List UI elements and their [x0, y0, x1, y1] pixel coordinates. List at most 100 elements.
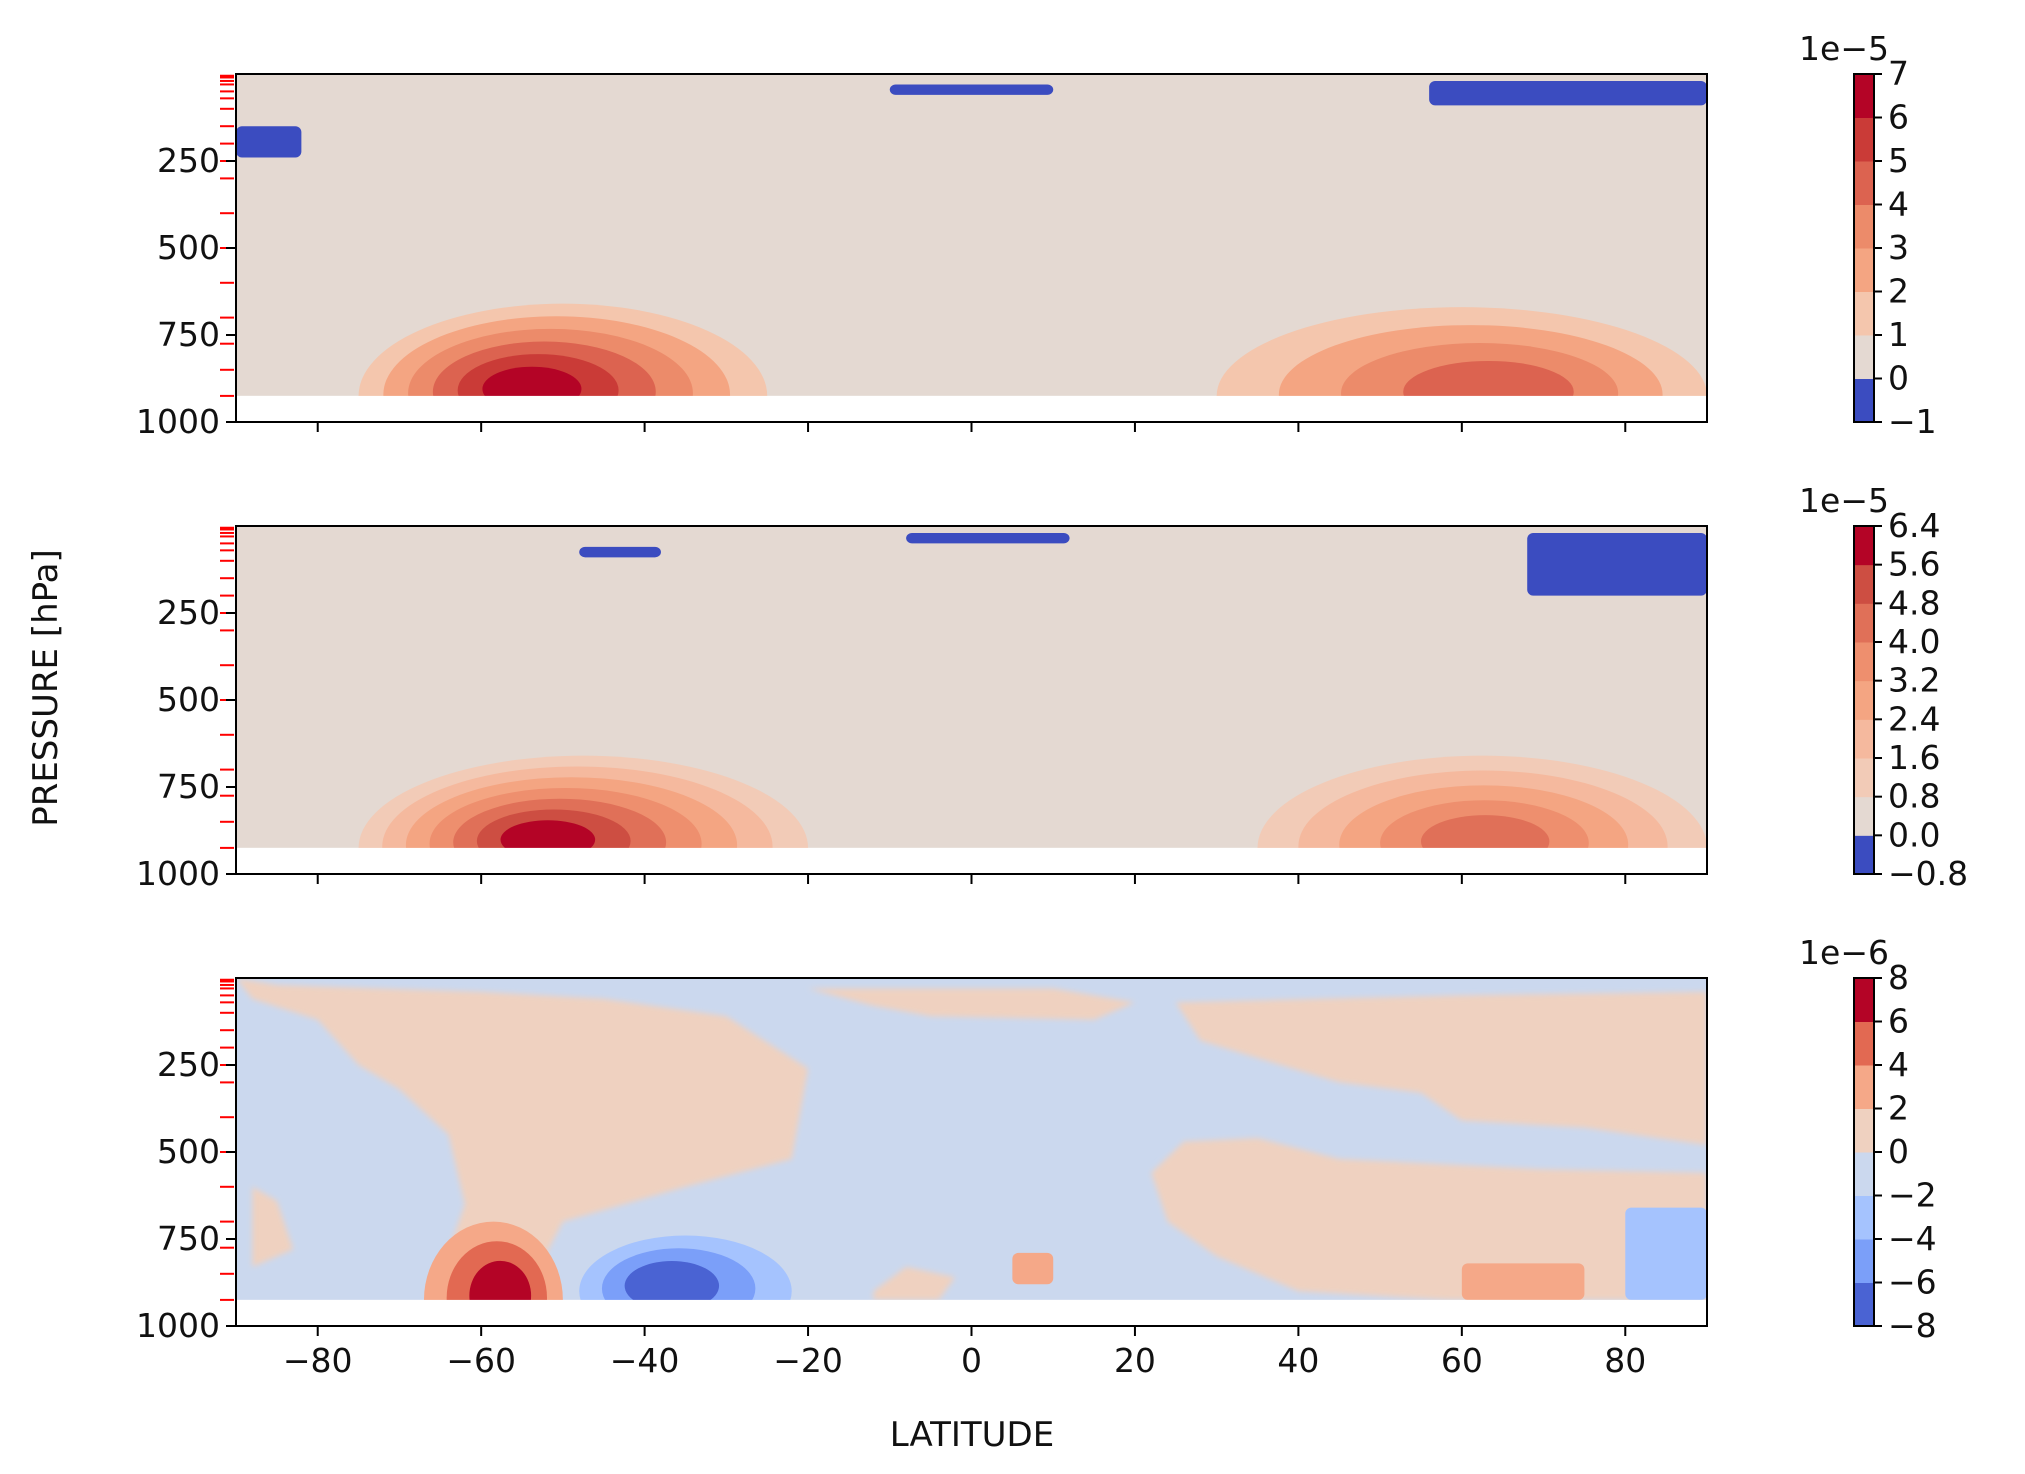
colorbar-swatch [1854, 335, 1874, 379]
contour-level [1420, 815, 1550, 849]
colorbar-tick-label: −6 [1888, 1263, 1937, 1302]
contour-patch [1461, 1263, 1585, 1300]
contour-patch [906, 532, 1070, 544]
colorbar-swatch [1854, 758, 1874, 798]
colorbar-tick-label: 4 [1888, 1045, 1909, 1084]
x-tick-label: 60 [1441, 1341, 1483, 1380]
colorbar-swatch [1854, 1195, 1874, 1240]
contour-patch [1151, 1138, 1707, 1300]
contour-patch [1625, 1207, 1707, 1300]
contour-level [1403, 360, 1574, 397]
contour-level [624, 1261, 720, 1301]
y-tick-label: 250 [157, 1045, 220, 1084]
colorbar-swatch [1854, 978, 1874, 1022]
colorbar-tick-label: 1.6 [1888, 738, 1940, 777]
colorbar-tick-label: 7 [1888, 54, 1909, 93]
contour-field-bottom [236, 978, 1707, 1301]
colorbar-swatch [1854, 161, 1874, 205]
contour-patch [1175, 991, 1707, 1146]
colorbar-exponent: 1e−5 [1799, 29, 1889, 68]
contour-field-middle [236, 526, 1707, 849]
contour-patch [1527, 532, 1707, 596]
colorbar-tick-label: 6.4 [1888, 506, 1940, 545]
x-tick-label: −20 [773, 1341, 843, 1380]
colorbar-tick-label: 0 [1888, 1132, 1909, 1171]
level-marks-top [220, 74, 234, 397]
colorbar-tick-label: 0.0 [1888, 815, 1940, 854]
colorbar-swatch [1854, 74, 1874, 118]
colorbar-tick-label: 5.6 [1888, 545, 1940, 584]
contour-patch [579, 546, 661, 558]
level-marks-middle [220, 526, 234, 849]
colorbar-swatch [1854, 378, 1874, 423]
colorbar-tick-label: 4 [1888, 185, 1909, 224]
colorbar-tick-label: 2 [1888, 1089, 1909, 1128]
colorbar-swatch [1854, 680, 1874, 720]
contour-patch [1012, 1252, 1054, 1285]
colorbar-swatch [1854, 1065, 1874, 1109]
panel-middle: 250 500 750 1000 6.45.64.84.03.22.41.60.80.0… [136, 481, 1968, 893]
contour-level [500, 820, 596, 849]
colorbar-swatch [1854, 1282, 1874, 1327]
colorbar-tick-label: 0 [1888, 359, 1909, 398]
x-tick-label: 40 [1277, 1341, 1319, 1380]
colorbar-tick-label: 1 [1888, 315, 1909, 354]
colorbar-swatch [1854, 526, 1874, 566]
x-tick-label: −40 [610, 1341, 680, 1380]
contour-patch [1429, 80, 1707, 106]
colorbar-swatch [1854, 642, 1874, 682]
y-tick-label: 1000 [136, 854, 220, 893]
below-surface-region [236, 395, 1707, 422]
colorbar-swatch [1854, 1152, 1874, 1196]
below-surface-region [236, 1299, 1707, 1326]
y-tick-label: 250 [157, 593, 220, 632]
colorbar-swatch [1854, 204, 1874, 249]
colorbar-tick-label: −1 [1888, 402, 1937, 441]
colorbar-swatch [1854, 1021, 1874, 1066]
y-tick-label: 500 [157, 228, 220, 267]
colorbar-tick-label: 2 [1888, 272, 1909, 311]
x-tick-label: 20 [1114, 1341, 1156, 1380]
colorbar-tick-label: 8 [1888, 958, 1909, 997]
colorbar-frame [1853, 525, 1875, 875]
contour-level [482, 366, 582, 397]
x-tick-label: 80 [1604, 1341, 1646, 1380]
contour-patch [889, 84, 1054, 95]
contour-patch [252, 1186, 294, 1267]
colorbar-bottom: 8 6 4 2 0 −2 −4 −6 −8 1e−6 [1799, 933, 1937, 1345]
colorbar-top: 7 6 5 4 3 2 1 0 −1 1e−5 [1799, 29, 1937, 441]
colorbar-swatch [1854, 248, 1874, 292]
colorbar-tick-label: 4.8 [1888, 583, 1940, 622]
x-axis-label: LATITUDE [890, 1415, 1054, 1455]
colorbar-swatch [1854, 564, 1874, 604]
colorbar-tick-label: 3.2 [1888, 661, 1940, 700]
colorbar-tick-label: −4 [1888, 1219, 1937, 1258]
colorbar-swatch [1854, 117, 1874, 162]
colorbar-swatch [1854, 796, 1874, 836]
y-tick-label: 750 [157, 1219, 220, 1258]
colorbar-tick-label: 2.4 [1888, 699, 1940, 738]
panel-top: 250 500 750 1000 7 6 5 4 3 2 1 0 −1 1e−5 [136, 29, 1937, 441]
colorbar-swatch [1854, 291, 1874, 336]
colorbar-tick-label: −0.8 [1888, 854, 1968, 893]
contour-level [469, 1260, 532, 1301]
below-surface-region [236, 847, 1707, 874]
y-tick-label: 1000 [136, 1306, 220, 1345]
colorbar-swatch [1854, 835, 1874, 875]
y-axis-label: PRESSURE [hPa] [26, 549, 66, 826]
contour-patch [873, 1266, 956, 1300]
y-tick-label: 750 [157, 315, 220, 354]
colorbar-tick-label: 3 [1888, 228, 1909, 267]
colorbar-tick-label: 0.8 [1888, 777, 1940, 816]
colorbar-exponent: 1e−6 [1799, 933, 1889, 972]
x-tick-label: −60 [446, 1341, 516, 1380]
colorbar-tick-label: −8 [1888, 1306, 1937, 1345]
colorbar-swatch [1854, 1108, 1874, 1153]
contour-patch [236, 126, 302, 158]
x-tick-label: −80 [283, 1341, 353, 1380]
contour-patch [808, 988, 1135, 1020]
y-tick-label: 250 [157, 141, 220, 180]
colorbar-middle: 6.45.64.84.03.22.41.60.80.0−0.8 1e−5 [1799, 481, 1968, 893]
